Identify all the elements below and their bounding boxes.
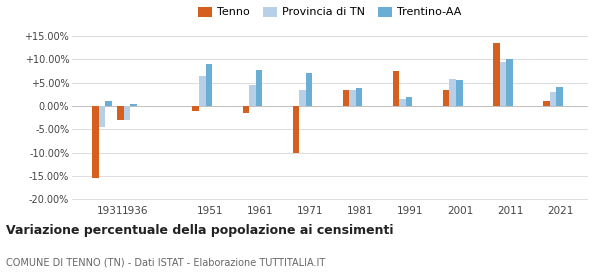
Bar xyxy=(92,106,99,178)
Bar xyxy=(106,101,112,106)
Text: Variazione percentuale della popolazione ai censimenti: Variazione percentuale della popolazione… xyxy=(6,224,394,237)
Bar xyxy=(349,90,356,106)
Bar xyxy=(406,97,412,106)
Bar xyxy=(556,87,563,106)
Bar xyxy=(456,80,463,106)
Bar xyxy=(443,90,449,106)
Bar xyxy=(393,71,400,106)
Bar xyxy=(550,92,556,106)
Bar xyxy=(506,59,512,106)
Bar xyxy=(118,106,124,120)
Bar xyxy=(449,79,456,106)
Bar xyxy=(343,90,349,106)
Bar xyxy=(256,69,262,106)
Bar xyxy=(400,99,406,106)
Bar xyxy=(543,101,550,106)
Bar xyxy=(242,106,249,113)
Bar xyxy=(299,90,306,106)
Bar xyxy=(199,76,206,106)
Bar xyxy=(293,106,299,153)
Text: COMUNE DI TENNO (TN) - Dati ISTAT - Elaborazione TUTTITALIA.IT: COMUNE DI TENNO (TN) - Dati ISTAT - Elab… xyxy=(6,258,325,268)
Bar xyxy=(130,104,137,106)
Bar xyxy=(493,43,500,106)
Bar xyxy=(500,62,506,106)
Bar xyxy=(193,106,199,111)
Bar xyxy=(249,85,256,106)
Bar xyxy=(124,106,130,120)
Bar xyxy=(356,88,362,106)
Bar xyxy=(99,106,106,127)
Legend: Tenno, Provincia di TN, Trentino-AA: Tenno, Provincia di TN, Trentino-AA xyxy=(194,2,466,22)
Bar xyxy=(206,64,212,106)
Bar xyxy=(306,73,312,106)
